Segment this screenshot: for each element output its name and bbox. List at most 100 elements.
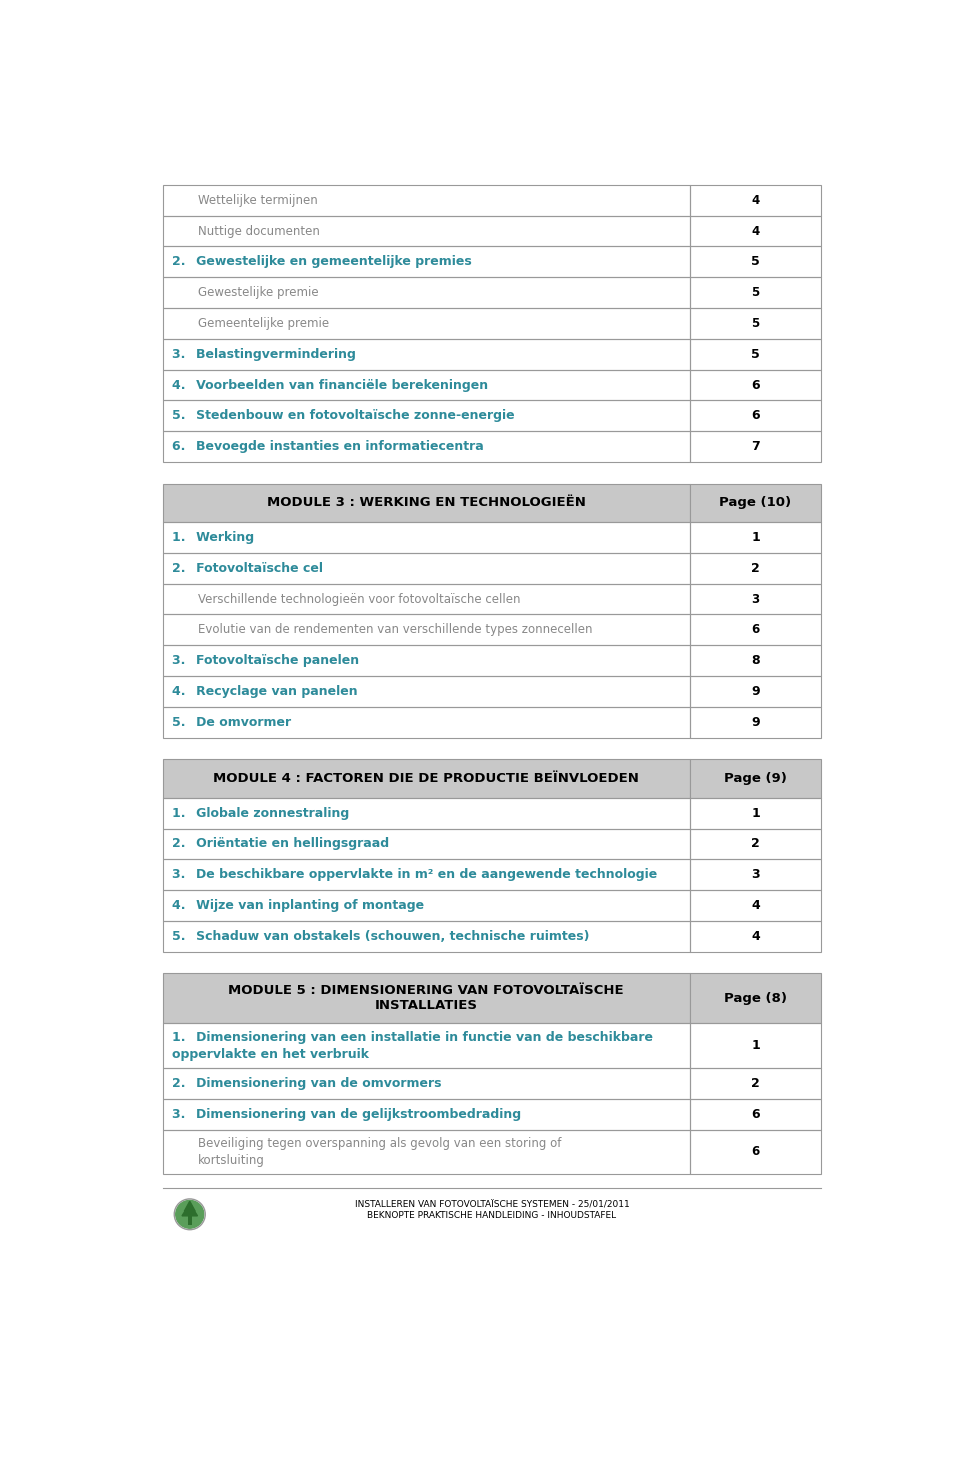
Text: 8: 8 — [751, 654, 759, 667]
Text: 3: 3 — [752, 592, 759, 605]
Bar — [162, 890, 689, 921]
Text: 3.  Dimensionering van de gelijkstroombedrading: 3. Dimensionering van de gelijkstroombed… — [172, 1107, 521, 1120]
Bar — [162, 1098, 689, 1129]
Text: 6: 6 — [752, 1145, 759, 1159]
Bar — [689, 400, 822, 431]
Text: MODULE 4 : FACTOREN DIE DE PRODUCTIE BEÏNVLOEDEN: MODULE 4 : FACTOREN DIE DE PRODUCTIE BEÏ… — [213, 772, 639, 785]
Bar — [689, 583, 822, 614]
Bar — [689, 1023, 822, 1069]
Text: 7: 7 — [751, 440, 760, 453]
Bar — [162, 554, 689, 583]
Bar — [689, 523, 822, 554]
Text: 5.  De omvormer: 5. De omvormer — [172, 716, 291, 729]
Bar — [162, 645, 689, 676]
Text: 5: 5 — [752, 317, 759, 331]
Bar — [162, 828, 689, 859]
Text: Nuttige documenten: Nuttige documenten — [198, 224, 320, 238]
Bar — [162, 707, 689, 738]
Text: 2: 2 — [751, 562, 760, 574]
Bar — [689, 890, 822, 921]
Bar — [162, 859, 689, 890]
Text: 5: 5 — [752, 286, 759, 300]
Text: 5: 5 — [751, 348, 760, 360]
Bar — [689, 246, 822, 277]
Bar — [689, 277, 822, 308]
Bar — [162, 614, 689, 645]
Text: 1: 1 — [751, 1039, 760, 1052]
Text: 5: 5 — [751, 255, 760, 269]
Bar — [162, 184, 689, 215]
Text: 4: 4 — [752, 224, 759, 238]
Text: Gemeentelijke premie: Gemeentelijke premie — [198, 317, 328, 331]
Text: 2.  Fotovoltaïsche cel: 2. Fotovoltaïsche cel — [172, 562, 323, 574]
Bar — [689, 1129, 822, 1175]
Bar — [689, 676, 822, 707]
Bar — [162, 583, 689, 614]
Text: Wettelijke termijnen: Wettelijke termijnen — [198, 193, 317, 207]
Bar — [162, 973, 689, 1023]
Bar — [689, 215, 822, 246]
Bar — [162, 215, 689, 246]
Text: 4: 4 — [751, 930, 760, 943]
Text: MODULE 3 : WERKING EN TECHNOLOGIEËN: MODULE 3 : WERKING EN TECHNOLOGIEËN — [267, 496, 586, 509]
Bar — [162, 339, 689, 369]
Bar — [689, 1069, 822, 1098]
Text: 1.  Dimensionering van een installatie in functie van de beschikbare
oppervlakte: 1. Dimensionering van een installatie in… — [172, 1030, 653, 1061]
Bar — [162, 921, 689, 952]
Bar — [162, 246, 689, 277]
Text: 5.  Stedenbouw en fotovoltaïsche zonne-energie: 5. Stedenbouw en fotovoltaïsche zonne-en… — [172, 409, 515, 422]
Text: 5.  Schaduw van obstakels (schouwen, technische ruimtes): 5. Schaduw van obstakels (schouwen, tech… — [172, 930, 589, 943]
Circle shape — [175, 1200, 204, 1230]
Text: 4: 4 — [752, 193, 759, 207]
Bar — [162, 1069, 689, 1098]
Text: 2.  Gewestelijke en gemeentelijke premies: 2. Gewestelijke en gemeentelijke premies — [172, 255, 471, 269]
Bar — [689, 308, 822, 339]
Text: 1.  Werking: 1. Werking — [172, 531, 254, 545]
Bar — [689, 973, 822, 1023]
Bar — [689, 184, 822, 215]
Bar — [689, 484, 822, 523]
Bar — [689, 921, 822, 952]
Bar — [689, 369, 822, 400]
Bar — [689, 828, 822, 859]
Text: 4.  Wijze van inplanting of montage: 4. Wijze van inplanting of montage — [172, 899, 424, 912]
Text: 3: 3 — [751, 868, 759, 881]
Bar — [689, 759, 822, 797]
Text: 6: 6 — [751, 409, 759, 422]
Text: BEKNOPTE PRAKTISCHE HANDLEIDING - INHOUDSTAFEL: BEKNOPTE PRAKTISCHE HANDLEIDING - INHOUD… — [368, 1212, 616, 1221]
Polygon shape — [184, 1201, 195, 1212]
Text: 4: 4 — [751, 899, 760, 912]
Bar — [162, 277, 689, 308]
Text: 3.  Belastingvermindering: 3. Belastingvermindering — [172, 348, 356, 360]
Bar — [188, 1216, 192, 1225]
Bar — [689, 859, 822, 890]
Bar — [162, 308, 689, 339]
Text: 1: 1 — [751, 807, 760, 819]
Bar — [689, 707, 822, 738]
Text: 6: 6 — [751, 378, 759, 391]
Text: Page (9): Page (9) — [724, 772, 787, 785]
Bar — [689, 554, 822, 583]
Text: Page (8): Page (8) — [724, 992, 787, 1005]
Text: 2: 2 — [751, 1077, 760, 1089]
Bar — [689, 431, 822, 462]
Text: Page (10): Page (10) — [719, 496, 792, 509]
Bar — [162, 484, 689, 523]
Bar — [162, 676, 689, 707]
Text: 4.  Voorbeelden van financiële berekeningen: 4. Voorbeelden van financiële berekening… — [172, 378, 488, 391]
Text: 6.  Bevoegde instanties en informatiecentra: 6. Bevoegde instanties en informatiecent… — [172, 440, 484, 453]
Text: 9: 9 — [751, 716, 759, 729]
Bar — [162, 797, 689, 828]
Bar — [689, 614, 822, 645]
Text: 2.  Dimensionering van de omvormers: 2. Dimensionering van de omvormers — [172, 1077, 442, 1089]
Text: 1: 1 — [751, 531, 760, 545]
Text: 3.  Fotovoltaïsche panelen: 3. Fotovoltaïsche panelen — [172, 654, 359, 667]
Bar — [162, 431, 689, 462]
Text: 4.  Recyclage van panelen: 4. Recyclage van panelen — [172, 685, 357, 698]
Text: 6: 6 — [751, 1107, 759, 1120]
Bar — [689, 645, 822, 676]
Text: 2.  Oriëntatie en hellingsgraad: 2. Oriëntatie en hellingsgraad — [172, 837, 389, 850]
Bar — [689, 1098, 822, 1129]
Bar — [162, 523, 689, 554]
Text: MODULE 5 : DIMENSIONERING VAN FOTOVOLTAÏSCHE
INSTALLATIES: MODULE 5 : DIMENSIONERING VAN FOTOVOLTAÏ… — [228, 984, 624, 1013]
